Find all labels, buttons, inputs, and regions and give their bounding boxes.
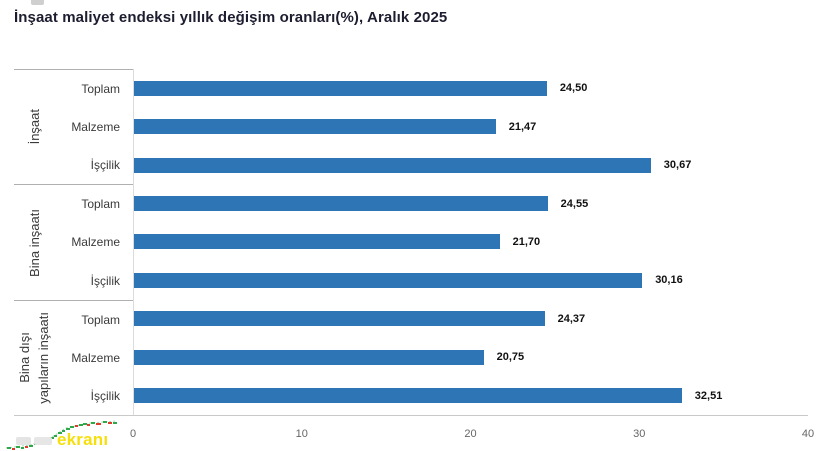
bar-row: 32,51 [134, 377, 808, 415]
chart-title: İnşaat maliyet endeksi yıllık değişim or… [14, 9, 448, 26]
bar-insaat-malzeme[interactable] [134, 119, 496, 135]
group-label-line: yapıların inşaatı [36, 311, 51, 404]
x-tick-10: 10 [295, 428, 308, 440]
bars-column: 24,55 21,70 30,16 [133, 184, 808, 300]
category-label-iscilik: İşçilik [90, 388, 120, 403]
bar-row: 20,75 [134, 338, 808, 376]
chart-plot-area: İnşaat Toplam Malzeme İşçilik 24,50 21,4… [14, 69, 808, 415]
category-label-toplam: Toplam [81, 82, 120, 97]
watermark-faded-text [34, 437, 52, 445]
group-label-bina-disi: Bina dışı yapıların inşaatı [16, 312, 54, 404]
category-label-toplam: Toplam [81, 312, 120, 327]
category-group-bina-disi: Bina dışı yapıların inşaatı Toplam Malze… [14, 299, 808, 415]
x-tick-30: 30 [633, 428, 646, 440]
group-label-cell: İnşaat [14, 69, 56, 184]
x-tick-0: 0 [129, 428, 137, 440]
x-axis-line [14, 415, 808, 416]
bar-bina-insaati-toplam[interactable] [134, 196, 548, 212]
bar-value-label: 24,37 [557, 312, 586, 325]
bar-insaat-toplam[interactable] [134, 80, 547, 96]
watermark-text: ekranı [57, 430, 109, 449]
bar-value-label: 21,70 [512, 235, 541, 248]
bar-row: 30,67 [134, 146, 808, 184]
category-label-iscilik: İşçilik [90, 158, 120, 173]
bar-row: 24,50 [134, 69, 808, 107]
watermark-trend-icon [5, 420, 117, 450]
bar-insaat-iscilik[interactable] [134, 157, 651, 173]
bar-bina-disi-toplam[interactable] [134, 311, 545, 327]
category-group-insaat: İnşaat Toplam Malzeme İşçilik 24,50 21,4… [14, 69, 808, 185]
bar-bina-disi-malzeme[interactable] [134, 349, 484, 365]
bar-bina-insaati-malzeme[interactable] [134, 234, 500, 250]
bars-column: 24,50 21,47 30,67 [133, 69, 808, 185]
x-tick-40: 40 [801, 428, 815, 440]
group-label-insaat: İnşaat [26, 109, 45, 144]
bar-value-label: 21,47 [508, 120, 537, 133]
bar-row: 24,37 [134, 300, 808, 338]
group-label-bina-insaati: Bina inşaatı [26, 209, 45, 277]
bar-row: 21,70 [134, 223, 808, 261]
category-label-malzeme: Malzeme [71, 120, 120, 135]
bar-value-label: 32,51 [694, 389, 723, 402]
category-group-bina-insaati: Bina inşaatı Toplam Malzeme İşçilik 24,5… [14, 184, 808, 300]
bar-value-label: 24,55 [560, 197, 589, 210]
watermark-faded-text [16, 437, 31, 445]
group-label-cell: Bina inşaatı [14, 184, 56, 299]
bar-value-label: 30,67 [663, 159, 692, 172]
category-label-toplam: Toplam [81, 197, 120, 212]
category-labels-column: Toplam Malzeme İşçilik [56, 299, 133, 415]
group-label-line: Bina dışı [17, 332, 33, 384]
category-label-malzeme: Malzeme [71, 350, 120, 365]
bar-bina-insaati-iscilik[interactable] [134, 272, 643, 288]
group-label-line: Bina inşaatı [26, 208, 42, 277]
bar-bina-disi-iscilik[interactable] [134, 388, 682, 404]
category-labels-column: Toplam Malzeme İşçilik [56, 69, 133, 184]
bar-value-label: 20,75 [496, 351, 525, 364]
bar-value-label: 24,50 [559, 82, 588, 95]
x-tick-20: 20 [464, 428, 477, 440]
bar-value-label: 30,16 [655, 274, 683, 287]
bar-row: 24,55 [134, 184, 808, 222]
bars-column: 24,37 20,75 32,51 [133, 299, 808, 415]
category-label-malzeme: Malzeme [71, 235, 120, 250]
x-axis-labels: 0 10 20 30 40 [129, 428, 814, 443]
bar-row: 30,16 [134, 261, 808, 299]
category-labels-column: Toplam Malzeme İşçilik [56, 184, 133, 299]
group-label-cell: Bina dışı yapıların inşaatı [14, 299, 56, 415]
watermark-logo: ekranı [0, 419, 132, 451]
cropped-top-artifact [31, 0, 44, 5]
category-label-iscilik: İşçilik [90, 273, 120, 288]
group-label-line: İnşaat [26, 109, 42, 145]
bar-row: 21,47 [134, 107, 808, 145]
